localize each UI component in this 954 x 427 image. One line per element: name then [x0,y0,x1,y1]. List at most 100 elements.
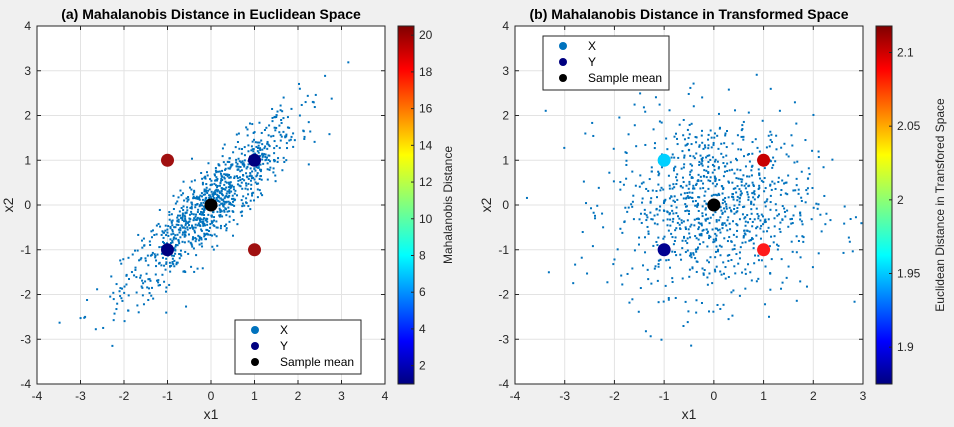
data-point [719,307,722,310]
data-point [672,217,675,220]
data-point [634,184,637,187]
data-point [781,218,784,221]
data-point [251,148,254,151]
data-point [257,164,260,167]
data-point [765,200,768,203]
data-point [709,129,712,132]
data-point [161,256,164,259]
data-point [142,303,145,306]
data-point [223,173,226,176]
data-point [744,220,747,223]
data-point [811,266,814,269]
data-point [674,296,677,299]
data-point [677,215,680,218]
data-point [147,299,150,302]
data-point [220,198,223,201]
data-point [633,124,636,127]
data-point [240,214,243,217]
data-point [687,92,690,95]
data-point [251,170,254,173]
data-point [696,204,699,207]
data-point [688,268,691,271]
data-point [682,134,685,137]
data-point [256,147,259,150]
data-point [657,183,660,186]
data-point [674,229,677,232]
data-point [192,226,195,229]
data-point [655,208,658,211]
data-point [775,243,778,246]
data-point [212,195,215,198]
sample-mean-point [707,198,721,212]
data-point [676,173,679,176]
data-point [257,144,260,147]
data-point [703,169,706,172]
data-point [697,217,700,220]
data-point [195,213,198,216]
data-point [221,215,224,218]
data-point [184,250,187,253]
data-point [253,168,256,171]
data-point [165,257,168,260]
data-point [701,141,704,144]
data-point [232,197,235,200]
data-point [249,174,252,177]
data-point [176,220,179,223]
data-point [744,287,747,290]
data-point [688,123,691,126]
data-point [740,135,743,138]
data-point [612,263,615,266]
data-point [709,256,712,259]
x-tick-label: 3 [338,389,345,403]
data-point [645,219,648,222]
data-point [225,186,228,189]
data-point [250,149,253,152]
y-tick-label: 1 [24,153,31,167]
data-point [147,264,150,267]
data-point [215,196,218,199]
data-point [654,96,657,99]
data-point [755,227,758,230]
data-point [752,183,755,186]
data-point [662,219,665,222]
data-point [200,213,203,216]
data-point [222,161,225,164]
data-point [743,217,746,220]
data-point [735,191,738,194]
data-point [719,254,722,257]
data-point [687,196,690,199]
data-point [744,241,747,244]
data-point [697,173,700,176]
data-point [678,123,681,126]
data-point [689,86,692,89]
data-point [274,129,277,132]
data-point [232,185,235,188]
legend-marker [251,358,259,366]
data-point [689,154,692,157]
data-point [147,287,150,290]
data-point [240,152,243,155]
data-point [665,259,668,262]
data-point [238,184,241,187]
data-point [693,224,696,227]
data-point [251,192,254,195]
data-point [146,254,149,257]
data-point [121,299,124,302]
data-point [243,165,246,168]
data-point [227,167,230,170]
data-point [198,219,201,222]
data-point [671,209,674,212]
data-point [641,197,644,200]
data-point [669,266,672,269]
data-point [717,248,720,251]
data-point [181,215,184,218]
data-point [794,189,797,192]
data-point [684,300,687,303]
data-point [178,253,181,256]
data-point [211,183,214,186]
data-point [206,191,209,194]
data-point [808,173,811,176]
data-point [671,277,674,280]
data-point [179,189,182,192]
data-point [773,217,776,220]
